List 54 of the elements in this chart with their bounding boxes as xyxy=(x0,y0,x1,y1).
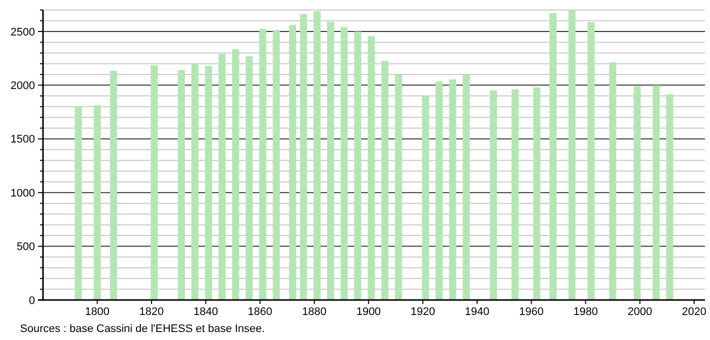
bar xyxy=(340,27,348,300)
bar xyxy=(666,94,674,300)
bar xyxy=(246,56,253,300)
bar xyxy=(634,86,641,300)
bar xyxy=(533,87,540,300)
bar xyxy=(204,66,212,300)
x-tick-label: 1840 xyxy=(194,306,218,318)
x-tick-label: 1940 xyxy=(464,306,490,318)
y-tick-label: 500 xyxy=(16,241,35,254)
bar xyxy=(191,63,198,300)
x-tick-label: 1980 xyxy=(573,306,598,318)
bar xyxy=(368,36,375,300)
bar xyxy=(110,70,118,300)
bar xyxy=(232,49,240,300)
bar xyxy=(394,74,402,300)
y-tick-label: 1000 xyxy=(10,187,35,200)
bar xyxy=(272,30,280,300)
bar xyxy=(300,14,307,300)
bar xyxy=(490,90,497,300)
bar xyxy=(512,89,519,300)
bar xyxy=(218,54,226,300)
x-tick-label: 1860 xyxy=(248,306,272,318)
bar xyxy=(422,96,430,300)
bar xyxy=(381,60,388,300)
bar xyxy=(178,70,185,300)
source-note: Sources : base Cassini de l'EHESS et base Insee. xyxy=(20,323,265,335)
y-tick-label: 1500 xyxy=(10,134,35,146)
x-tick-label: 1960 xyxy=(519,306,544,318)
bar xyxy=(550,13,557,300)
bar xyxy=(289,25,296,300)
bar xyxy=(150,65,158,300)
bar xyxy=(652,85,660,300)
x-tick-label: 1900 xyxy=(356,306,381,318)
bar xyxy=(314,11,321,300)
bar xyxy=(436,81,443,300)
bar xyxy=(609,62,616,300)
x-tick-label: 1920 xyxy=(410,306,436,318)
bar xyxy=(462,74,470,300)
x-tick-label: 2020 xyxy=(682,306,706,318)
bar xyxy=(327,22,334,300)
y-tick-label: 2000 xyxy=(10,80,35,92)
bar xyxy=(449,79,456,300)
x-tick-label: 2000 xyxy=(628,306,652,318)
y-tick-label: 0 xyxy=(28,294,35,307)
x-tick-label: 1880 xyxy=(302,306,327,318)
bar xyxy=(354,31,362,300)
bar xyxy=(588,22,595,300)
x-tick-label: 1820 xyxy=(139,306,164,318)
bar xyxy=(259,29,266,300)
x-tick-label: 1800 xyxy=(85,306,110,318)
bar xyxy=(94,105,101,300)
bar xyxy=(568,10,576,300)
bar xyxy=(74,106,82,300)
y-tick-label: 2500 xyxy=(10,26,35,38)
